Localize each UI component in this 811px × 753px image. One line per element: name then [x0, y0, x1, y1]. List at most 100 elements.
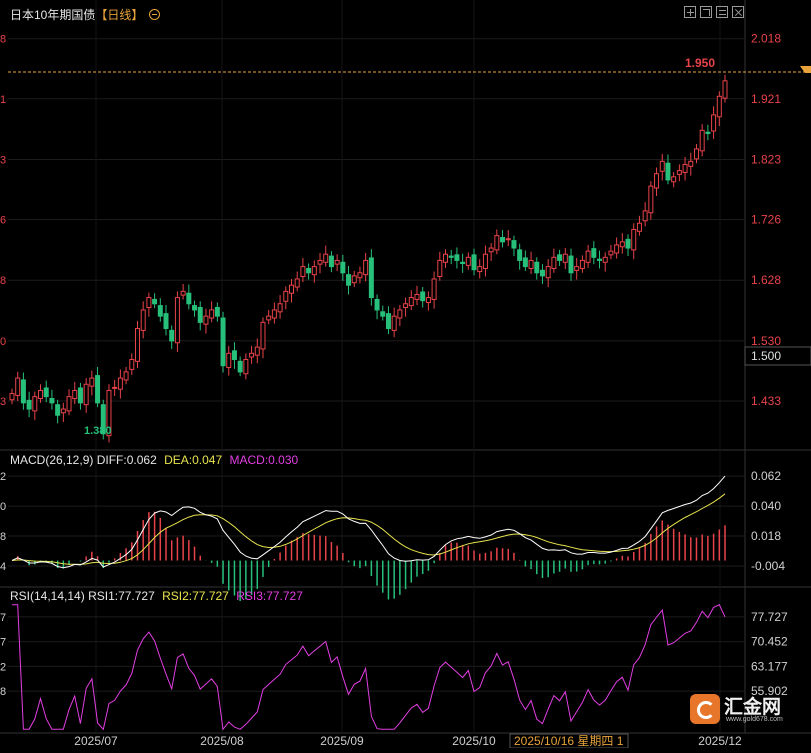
chart-settings-icon[interactable] — [716, 6, 728, 18]
candle-body — [443, 253, 449, 263]
candle-body — [129, 358, 135, 370]
candle-body — [671, 176, 677, 183]
logo-text: 汇金网 — [724, 697, 782, 718]
candlestick — [494, 229, 500, 255]
candle-body — [49, 398, 55, 404]
candlestick — [146, 292, 152, 317]
candlestick — [60, 402, 66, 423]
candle-body — [112, 386, 118, 389]
candlestick — [671, 171, 677, 188]
candle-body — [249, 352, 255, 358]
candle-body — [397, 309, 403, 319]
candle-body — [380, 311, 386, 317]
circle-minus-icon[interactable] — [148, 9, 160, 20]
period-selector[interactable]: 【日线】 — [95, 8, 144, 22]
candlestick — [231, 342, 237, 369]
candle-body — [557, 254, 563, 261]
candle-body — [676, 170, 682, 175]
candlestick — [300, 257, 306, 283]
candle-body — [648, 185, 654, 214]
candle-body — [174, 297, 180, 344]
price-tick-label: 1.530 — [751, 334, 781, 348]
candle-body — [539, 269, 545, 277]
candlestick — [66, 389, 72, 416]
candle-body — [311, 266, 317, 276]
candle-body — [385, 313, 391, 330]
candlestick — [711, 106, 717, 140]
macd-tick-left: 2 — [0, 471, 6, 483]
candlestick — [408, 290, 414, 310]
candlestick — [482, 245, 488, 277]
candle-body — [283, 290, 289, 302]
candle-body — [328, 255, 334, 268]
candlestick — [340, 254, 346, 281]
candle-body — [408, 297, 414, 307]
cursor-price-label: 1.500 — [751, 349, 781, 363]
price-tick-label: 1.726 — [751, 213, 781, 227]
candle-body — [391, 315, 397, 331]
candlestick — [574, 257, 580, 280]
last-price-arrow-icon — [800, 66, 811, 73]
candlestick — [186, 284, 192, 310]
candlestick — [323, 245, 329, 267]
candlestick — [448, 249, 454, 265]
candlestick — [197, 301, 203, 331]
candlestick — [539, 264, 545, 284]
candlestick — [403, 297, 409, 317]
price-tick-label: 1.433 — [751, 394, 781, 408]
candle-body — [425, 297, 431, 304]
candlestick — [249, 345, 255, 364]
expand-icon[interactable] — [700, 6, 712, 18]
crosshair-icon[interactable] — [684, 6, 696, 18]
candlestick — [619, 233, 625, 254]
candle-body — [465, 256, 471, 266]
candle-body — [597, 258, 603, 261]
candlestick — [363, 252, 369, 282]
candlestick — [117, 369, 123, 399]
candlestick — [83, 378, 89, 413]
candle-body — [220, 317, 226, 367]
candle-body — [55, 404, 61, 416]
candle-body — [591, 248, 597, 258]
candle-body — [346, 274, 352, 286]
candle-body — [123, 371, 129, 381]
candle-body — [528, 259, 534, 269]
candle-body — [300, 266, 306, 278]
candle-body — [437, 259, 443, 278]
candle-body — [579, 259, 585, 269]
candlestick — [522, 250, 528, 271]
candlestick — [517, 243, 523, 270]
candle-body — [642, 210, 648, 222]
candlestick — [420, 287, 426, 308]
candle-body — [357, 272, 363, 279]
candlestick — [693, 143, 699, 164]
candle-body — [32, 396, 38, 412]
candlestick — [140, 301, 146, 339]
candle-body — [146, 297, 152, 308]
candle-body — [500, 237, 506, 243]
macd-header: MACD(26,12,9) DIFF:0.062 DEA:0.047 MACD:… — [10, 453, 298, 467]
candlestick — [425, 291, 431, 311]
candlestick — [106, 384, 112, 443]
time-axis-label: 2025/07 — [74, 734, 118, 748]
candlestick — [391, 307, 397, 338]
gold678-logo-icon — [690, 694, 720, 724]
candle-body — [619, 241, 625, 248]
candlestick — [602, 252, 608, 272]
price-tick-left: 0 — [0, 336, 6, 348]
candlestick — [174, 291, 180, 353]
candle-body — [209, 309, 215, 319]
candle-body — [197, 306, 203, 323]
macd-tick-left: 8 — [0, 531, 6, 543]
candlestick — [209, 301, 215, 323]
candlestick — [477, 259, 483, 279]
candle-body — [659, 160, 665, 172]
candle-body — [705, 131, 711, 134]
candle-body — [374, 298, 380, 311]
candlestick — [9, 388, 15, 405]
close-icon[interactable] — [732, 6, 744, 18]
candlestick — [214, 302, 220, 322]
candlestick — [226, 345, 232, 376]
price-tick-label: 1.921 — [751, 92, 781, 106]
